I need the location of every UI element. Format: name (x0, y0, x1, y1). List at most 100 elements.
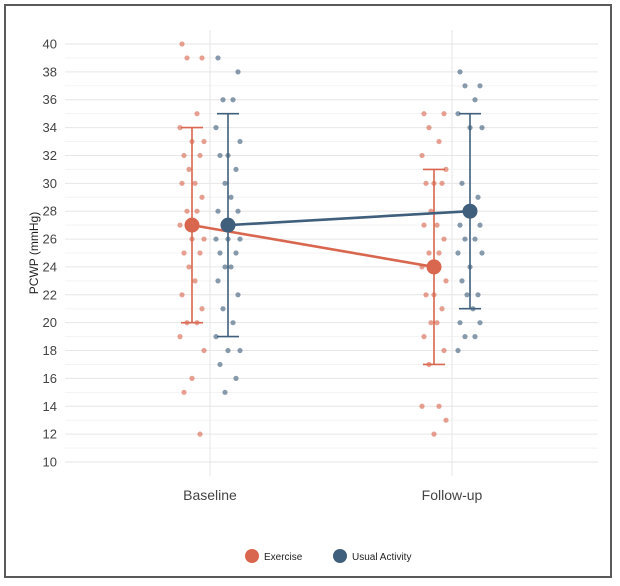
data-point-exercise (181, 152, 187, 159)
x-tick-label-baseline: Baseline (183, 487, 237, 503)
data-point-usual-activity (477, 222, 483, 228)
mean-point-exercise (426, 259, 442, 275)
data-point-usual-activity (475, 292, 481, 298)
y-tick-label: 14 (43, 399, 57, 414)
data-point-usual-activity (215, 208, 221, 214)
y-tick-label: 10 (43, 455, 57, 470)
y-tick-label: 28 (43, 204, 57, 219)
data-point-usual-activity (459, 278, 465, 284)
data-point-exercise (184, 55, 190, 61)
data-point-usual-activity (235, 292, 241, 298)
data-point-exercise (177, 222, 183, 228)
data-point-exercise (199, 194, 205, 200)
mean-line-usual-activity (227, 209, 471, 227)
data-point-exercise (184, 208, 190, 214)
legend-marker-exercise (245, 549, 259, 563)
y-tick-label: 24 (43, 259, 57, 274)
data-point-usual-activity (220, 306, 226, 312)
data-point-exercise (441, 236, 447, 242)
data-point-usual-activity (477, 320, 483, 326)
y-tick-label: 12 (43, 427, 57, 442)
data-point-exercise (421, 334, 427, 340)
data-point-exercise (201, 236, 207, 242)
data-point-usual-activity (237, 347, 243, 354)
legend-marker-usual-activity (333, 549, 347, 563)
data-point-usual-activity (222, 389, 228, 395)
data-point-exercise (441, 347, 447, 354)
data-point-usual-activity (215, 278, 221, 284)
y-tick-label: 34 (43, 120, 57, 135)
data-point-exercise (179, 180, 185, 186)
y-tick-label: 20 (43, 315, 57, 330)
data-point-usual-activity (225, 347, 231, 354)
mean-point-exercise (184, 217, 200, 233)
data-point-usual-activity (479, 125, 485, 131)
legend-label-exercise: Exercise (264, 552, 303, 563)
data-point-exercise (194, 111, 200, 117)
data-point-usual-activity (457, 69, 463, 75)
data-point-usual-activity (217, 361, 223, 368)
data-point-exercise (426, 125, 432, 131)
data-point-usual-activity (228, 264, 234, 270)
data-point-usual-activity (472, 334, 478, 340)
data-point-usual-activity (228, 194, 234, 200)
data-point-usual-activity (233, 166, 239, 172)
data-point-exercise (199, 306, 205, 312)
data-point-exercise (186, 264, 192, 270)
data-point-exercise (197, 152, 203, 159)
data-point-usual-activity (235, 208, 241, 214)
data-point-exercise (192, 180, 198, 186)
data-point-usual-activity (237, 138, 243, 145)
data-point-exercise (421, 222, 427, 228)
data-point-exercise (179, 292, 185, 298)
data-point-usual-activity (215, 55, 221, 61)
y-tick-label: 26 (43, 232, 57, 247)
data-point-exercise (443, 278, 449, 284)
data-point-exercise (436, 138, 442, 145)
data-point-usual-activity (217, 250, 223, 256)
data-point-exercise (443, 417, 449, 423)
data-point-exercise (431, 431, 437, 437)
data-point-exercise (439, 306, 445, 312)
data-point-exercise (177, 125, 183, 131)
data-point-exercise (436, 250, 442, 256)
y-tick-label: 40 (43, 37, 57, 52)
data-point-exercise (181, 250, 187, 256)
data-point-usual-activity (230, 320, 236, 326)
data-point-usual-activity (237, 236, 243, 242)
data-point-usual-activity (464, 292, 470, 298)
data-point-usual-activity (462, 83, 468, 89)
data-point-usual-activity (230, 97, 236, 103)
y-tick-label: 30 (43, 176, 57, 191)
data-point-exercise (189, 375, 195, 381)
data-point-exercise (197, 431, 203, 437)
data-point-usual-activity (217, 152, 223, 159)
data-point-exercise (443, 166, 449, 172)
data-point-usual-activity (462, 236, 468, 242)
legend-label-usual-activity: Usual Activity (352, 552, 411, 563)
data-point-exercise (177, 334, 183, 340)
data-point-exercise (436, 403, 442, 409)
data-point-usual-activity (222, 264, 228, 270)
y-axis-title: PCWP (mmHg) (27, 212, 41, 294)
data-point-usual-activity (220, 97, 226, 103)
y-tick-label: 36 (43, 92, 57, 107)
data-point-usual-activity (213, 125, 219, 131)
data-point-exercise (201, 347, 207, 354)
data-point-exercise (439, 180, 445, 186)
data-point-usual-activity (213, 236, 219, 242)
y-tick-label: 22 (43, 287, 57, 302)
data-point-usual-activity (457, 222, 463, 228)
data-point-usual-activity (455, 347, 461, 354)
data-point-exercise (434, 222, 440, 228)
data-point-usual-activity (472, 97, 478, 103)
data-point-exercise (179, 41, 185, 47)
data-point-exercise (434, 320, 440, 326)
y-tick-label: 38 (43, 64, 57, 79)
data-point-exercise (197, 250, 203, 256)
data-point-exercise (181, 389, 187, 395)
data-point-usual-activity (477, 83, 483, 89)
data-point-exercise (194, 208, 200, 214)
data-point-usual-activity (213, 334, 219, 340)
